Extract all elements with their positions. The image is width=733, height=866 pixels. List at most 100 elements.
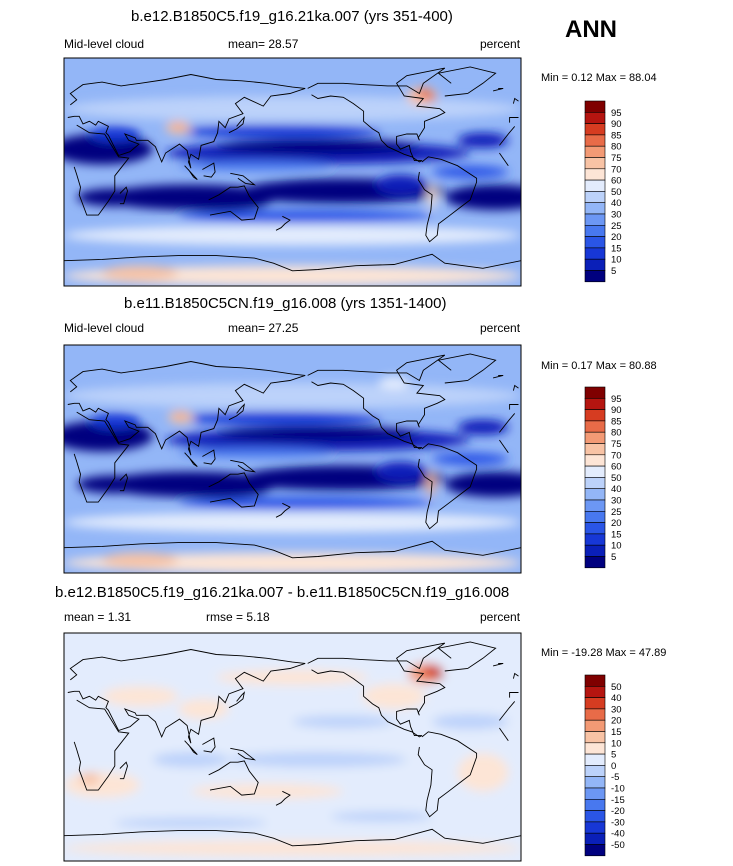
colorbar-box — [584, 719, 606, 732]
coastline — [492, 374, 504, 379]
coastline — [208, 185, 259, 221]
coastline — [64, 253, 521, 272]
colorbar-box — [584, 821, 606, 834]
panel-1-units: percent — [480, 37, 521, 51]
coastline — [230, 459, 257, 473]
colorbar-box — [584, 787, 606, 800]
coastline — [67, 361, 306, 456]
contour-region — [165, 483, 268, 499]
colorbar-label: 20 — [611, 716, 622, 727]
contour-region — [444, 471, 521, 497]
colorbar-box — [584, 742, 606, 755]
coastline — [67, 74, 306, 169]
contour-region — [330, 811, 433, 822]
coastline — [512, 672, 519, 679]
coastline — [275, 790, 291, 806]
colorbar-box — [584, 123, 606, 136]
coastline — [417, 156, 478, 243]
colorbar-box — [584, 765, 606, 778]
panel-3-units: percent — [480, 610, 521, 624]
panel-1-center-label: mean= 28.57 — [228, 37, 299, 51]
colorbar-label: 5 — [611, 266, 616, 277]
colorbar-box — [584, 145, 606, 158]
colorbar-label: 25 — [611, 507, 622, 518]
colorbar-label: 40 — [611, 198, 622, 209]
colorbar-box — [584, 731, 606, 744]
coastline — [119, 473, 128, 492]
colorbar-box — [584, 685, 606, 698]
colorbar-box — [584, 810, 606, 823]
colorbar-box — [584, 844, 606, 857]
colorbar-box — [584, 409, 606, 422]
coastline — [184, 165, 198, 180]
colorbar-label: 5 — [611, 552, 616, 563]
colorbar-label: 85 — [611, 130, 622, 141]
colorbar-label: 60 — [611, 462, 622, 473]
coastline — [208, 472, 259, 508]
colorbar-box — [584, 270, 606, 283]
colorbar-label: 40 — [611, 484, 622, 495]
colorbar-box — [584, 225, 606, 237]
colorbar-box — [584, 179, 606, 192]
panel-3-minmax: Min = -19.28 Max = 47.89 — [541, 647, 667, 659]
contour-region — [362, 683, 426, 709]
contour-region — [79, 772, 100, 786]
contour-region — [89, 126, 141, 142]
colorbar-box — [584, 134, 606, 147]
coastline — [67, 649, 306, 744]
coastlines — [64, 353, 521, 559]
colorbar-label: 50 — [611, 682, 622, 693]
colorbar-box — [584, 798, 606, 811]
coastline — [184, 740, 198, 755]
coastlines — [64, 641, 521, 847]
colorbar-label: 60 — [611, 176, 622, 187]
coastline — [202, 737, 216, 753]
coastline — [228, 691, 246, 709]
colorbar-label: -15 — [611, 795, 625, 806]
contour-region — [102, 686, 179, 707]
coastline — [230, 747, 257, 761]
colorbar-label: 10 — [611, 541, 622, 552]
colorbar-box — [584, 236, 606, 249]
coastline — [64, 540, 521, 559]
coastline — [512, 97, 519, 104]
colorbar-label: 0 — [611, 761, 616, 772]
colorbar-label: 80 — [611, 428, 622, 439]
coastline — [119, 761, 128, 780]
map-frame — [63, 632, 522, 862]
colorbar-box — [584, 556, 606, 569]
colorbar-box — [584, 499, 606, 512]
coastline — [492, 662, 504, 667]
coastline — [228, 116, 246, 134]
contour-region — [457, 419, 509, 435]
coastline — [512, 384, 519, 391]
colorbar-label: 15 — [611, 529, 622, 540]
contour-region — [378, 376, 410, 390]
coastline — [307, 354, 446, 450]
contour-region — [64, 840, 521, 856]
colorbar-label: 95 — [611, 108, 622, 119]
coastline — [437, 641, 497, 672]
colorbar-box — [584, 168, 606, 181]
colorbar-box — [584, 488, 606, 501]
contour-region — [76, 188, 153, 207]
colorbar-label: 10 — [611, 738, 622, 749]
coastline — [437, 66, 497, 97]
map-frame — [63, 57, 522, 287]
contour-fill — [64, 87, 521, 286]
contour-region — [428, 480, 434, 494]
coastline — [499, 439, 509, 453]
colorbar-label: 80 — [611, 142, 622, 153]
contour-region — [432, 714, 509, 730]
coastline — [499, 126, 516, 146]
map-panel-2 — [64, 345, 521, 573]
contour-region — [64, 96, 521, 122]
colorbar-box — [584, 247, 606, 260]
coastline — [73, 411, 130, 503]
panel-1-left-label: Mid-level cloud — [64, 37, 145, 51]
colorbar-label: 15 — [611, 727, 622, 738]
contour-region — [375, 174, 426, 195]
panel-3-left-label: mean = 1.31 — [64, 610, 132, 624]
coastline — [184, 452, 198, 467]
